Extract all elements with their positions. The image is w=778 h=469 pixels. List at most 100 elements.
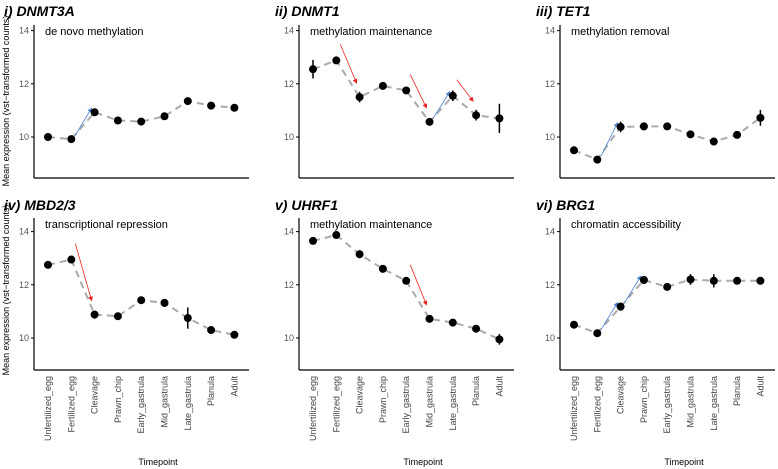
change-arrow <box>409 264 428 306</box>
x-tick-label: Mid_gastrula <box>160 376 170 428</box>
data-point <box>137 117 146 126</box>
data-point <box>593 329 602 338</box>
change-arrow <box>456 79 474 102</box>
y-tick-label: 10 <box>545 132 555 142</box>
data-point <box>402 276 411 285</box>
data-point <box>44 133 52 141</box>
y-tick-label: 10 <box>19 132 29 142</box>
panel-title: ii) DNMT1 <box>275 3 340 19</box>
x-tick-label: Late_gastrula <box>709 376 719 431</box>
x-tick-label: Planula <box>732 376 742 406</box>
data-point <box>309 65 317 74</box>
data-point <box>570 320 578 329</box>
x-tick-label: Early_gastrula <box>136 376 146 434</box>
y-axis-label: Mean expression (vst−transformed counts) <box>1 205 11 376</box>
data-point <box>90 310 99 319</box>
y-tick-label: 14 <box>545 227 555 237</box>
data-point <box>616 302 625 311</box>
x-tick-label: Late_gastrula <box>448 376 458 431</box>
panel-title: vi) BRG1 <box>536 197 595 213</box>
data-point <box>709 137 718 146</box>
data-point <box>733 276 742 285</box>
change-arrow <box>74 243 93 302</box>
x-tick-label: Cleavage <box>616 376 626 414</box>
data-point <box>183 97 192 106</box>
data-point <box>230 330 239 339</box>
change-arrow <box>624 275 642 303</box>
data-point <box>402 86 411 95</box>
data-point <box>67 135 76 144</box>
data-point <box>663 122 672 131</box>
data-point <box>332 231 341 240</box>
x-tick-label: Mid_gastrula <box>686 376 696 428</box>
data-point <box>355 93 364 102</box>
panel-title: v) UHRF1 <box>275 197 338 213</box>
change-arrow <box>600 122 618 156</box>
y-tick-label: 12 <box>284 280 294 290</box>
panel-title: iii) TET1 <box>536 3 591 19</box>
x-tick-label: Mid_gastrula <box>425 376 435 428</box>
data-point <box>448 91 457 100</box>
change-arrow <box>433 91 451 119</box>
data-point <box>309 236 317 245</box>
data-point <box>639 122 648 131</box>
data-point <box>113 312 122 321</box>
data-point <box>113 116 122 125</box>
y-tick-label: 10 <box>19 333 29 343</box>
x-tick-label: Fertilized_egg <box>592 376 602 433</box>
data-point <box>332 56 341 65</box>
change-arrow <box>74 107 93 136</box>
data-point <box>616 122 625 131</box>
panel-subtitle: transcriptional repression <box>45 219 168 231</box>
x-tick-label: Unfertilized_egg <box>569 376 579 441</box>
y-tick-label: 10 <box>284 333 294 343</box>
data-point <box>425 117 434 126</box>
x-tick-label: Cleavage <box>90 376 100 414</box>
data-point <box>472 111 481 120</box>
x-tick-label: Late_gastrula <box>183 376 193 431</box>
data-point <box>355 250 364 259</box>
data-point <box>90 108 99 117</box>
x-tick-label: Adult <box>494 376 504 397</box>
data-point <box>686 275 695 284</box>
y-tick-label: 14 <box>284 227 294 237</box>
x-tick-label: Unfertilized_egg <box>308 376 318 441</box>
data-point <box>230 103 239 112</box>
x-tick-label: Adult <box>229 376 239 397</box>
y-tick-label: 14 <box>19 227 29 237</box>
change-arrow <box>409 74 427 109</box>
y-axis-label: Mean expression (vst−transformed counts) <box>1 16 11 187</box>
data-point <box>207 326 216 335</box>
panel-subtitle: methylation removal <box>571 26 669 38</box>
data-point <box>425 314 434 323</box>
panel-subtitle: methylation maintenance <box>310 219 432 231</box>
x-tick-label: Early_gastrula <box>662 376 672 434</box>
series-line <box>573 278 761 335</box>
data-point <box>495 114 504 123</box>
y-tick-label: 14 <box>19 26 29 36</box>
data-point <box>207 101 216 110</box>
panel-title: iv) MBD2/3 <box>4 197 76 213</box>
y-tick-label: 12 <box>19 79 29 89</box>
x-axis-label: Timepoint <box>138 457 178 467</box>
y-tick-label: 10 <box>545 333 555 343</box>
data-point <box>67 255 76 264</box>
data-point <box>378 264 387 273</box>
data-point <box>137 296 146 305</box>
y-tick-label: 12 <box>284 79 294 89</box>
data-point <box>44 260 52 269</box>
x-tick-label: Planula <box>206 376 216 406</box>
data-point <box>183 314 192 323</box>
y-tick-label: 14 <box>284 26 294 36</box>
data-point <box>686 130 695 139</box>
data-point <box>756 276 765 285</box>
x-tick-label: Unfertilized_egg <box>43 376 53 441</box>
x-tick-label: Adult <box>755 376 765 397</box>
series-line <box>312 233 500 341</box>
y-tick-label: 14 <box>545 26 555 36</box>
change-arrow <box>339 44 358 84</box>
panel-subtitle: chromatin accessibility <box>571 219 682 231</box>
x-tick-label: Planula <box>471 376 481 406</box>
x-tick-label: Early_gastrula <box>401 376 411 434</box>
